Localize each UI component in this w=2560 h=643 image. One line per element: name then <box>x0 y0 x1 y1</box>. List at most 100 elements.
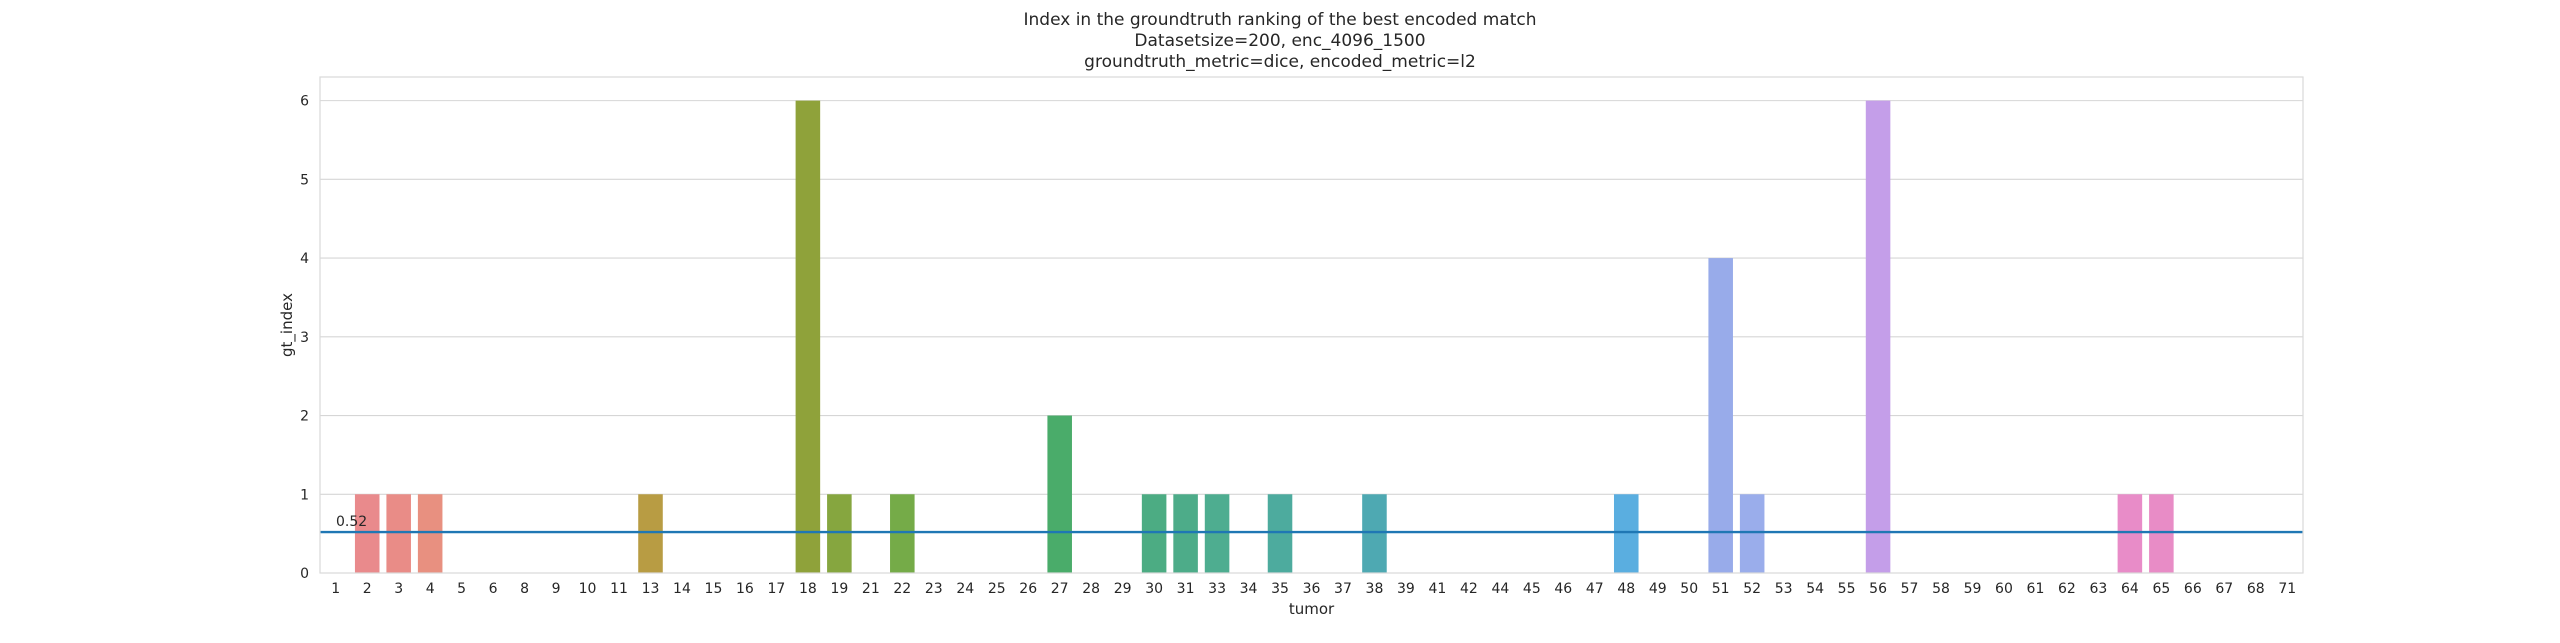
x-tick-label: 53 <box>1775 581 1793 597</box>
x-tick-label: 17 <box>767 581 785 597</box>
bar-tumor-35 <box>1267 494 1293 573</box>
x-tick-label: 16 <box>736 581 754 597</box>
chart-title-line-1: Index in the groundtruth ranking of the … <box>1023 10 1537 30</box>
bar-tumor-30 <box>1141 494 1167 573</box>
x-tick-label: 54 <box>1806 581 1824 597</box>
bar-tumor-13 <box>638 494 663 573</box>
x-tick-label: 48 <box>1617 581 1635 597</box>
y-axis-label: gt_index <box>278 293 297 357</box>
bar-tumor-2 <box>354 494 380 573</box>
y-tick-label: 4 <box>300 251 309 267</box>
bar-tumor-19 <box>827 494 852 573</box>
x-tick-label: 9 <box>552 581 561 597</box>
x-tick-label: 11 <box>610 581 628 597</box>
bar-tumor-33 <box>1204 494 1230 573</box>
bar-tumor-31 <box>1173 494 1198 573</box>
y-tick-label: 3 <box>300 330 309 346</box>
bars <box>354 100 2174 573</box>
x-tick-label: 19 <box>830 581 848 597</box>
plot-frame <box>319 76 2304 574</box>
x-tick-label: 46 <box>1554 581 1572 597</box>
chart-title: Index in the groundtruth ranking of the … <box>0 10 2560 73</box>
bar-tumor-51 <box>1708 258 1733 573</box>
x-tick-label: 51 <box>1712 581 1730 597</box>
bar-tumor-18 <box>795 100 821 573</box>
bar-tumor-48 <box>1613 494 1639 573</box>
x-tick-label: 26 <box>1019 581 1037 597</box>
reference-line-label: 0.52 <box>336 514 367 530</box>
x-tick-label: 27 <box>1051 581 1069 597</box>
x-tick-label: 50 <box>1680 581 1698 597</box>
x-tick-label: 55 <box>1838 581 1856 597</box>
bar-tumor-3 <box>386 494 411 573</box>
y-tick-label: 6 <box>300 94 309 110</box>
x-tick-label: 30 <box>1145 581 1163 597</box>
x-tick-label: 71 <box>2278 581 2296 597</box>
reference-line-group: 0.52 <box>320 514 2303 534</box>
x-tick-label: 58 <box>1932 581 1950 597</box>
x-tick-label: 56 <box>1869 581 1887 597</box>
x-tick-label: 28 <box>1082 581 1100 597</box>
bar-tumor-65 <box>2149 494 2174 573</box>
y-tick-label: 1 <box>300 487 309 503</box>
bar-tumor-64 <box>2117 494 2143 573</box>
x-tick-label: 21 <box>862 581 880 597</box>
chart-title-line-2: Datasetsize=200, enc_4096_1500 <box>1134 31 1426 51</box>
bar-tumor-4 <box>417 494 443 573</box>
x-tick-label: 62 <box>2058 581 2076 597</box>
x-tick-label: 3 <box>394 581 403 597</box>
x-tick-label: 13 <box>642 581 660 597</box>
x-tick-label: 41 <box>1428 581 1446 597</box>
bar-tumor-22 <box>890 494 915 573</box>
x-tick-label: 61 <box>2027 581 2045 597</box>
x-tick-label: 2 <box>363 581 372 597</box>
x-tick-label: 1 <box>331 581 340 597</box>
x-tick-label: 18 <box>799 581 817 597</box>
chart-title-line-3: groundtruth_metric=dice, encoded_metric=… <box>1084 52 1476 72</box>
x-tick-label: 15 <box>705 581 723 597</box>
x-tick-label: 44 <box>1491 581 1509 597</box>
x-tick-label: 14 <box>673 581 691 597</box>
grid-lines <box>320 100 2303 574</box>
bar-tumor-52 <box>1739 494 1765 573</box>
y-tick-label: 2 <box>300 409 309 425</box>
bar-tumor-38 <box>1362 494 1387 573</box>
x-tick-label: 33 <box>1208 581 1226 597</box>
x-tick-label: 39 <box>1397 581 1415 597</box>
x-tick-label: 22 <box>893 581 911 597</box>
x-tick-label: 63 <box>2089 581 2107 597</box>
x-tick-label: 8 <box>520 581 529 597</box>
x-tick-label: 35 <box>1271 581 1289 597</box>
x-tick-label: 66 <box>2184 581 2202 597</box>
x-tick-label: 4 <box>426 581 435 597</box>
x-tick-label: 24 <box>956 581 974 597</box>
x-tick-label: 10 <box>579 581 597 597</box>
x-tick-label: 49 <box>1649 581 1667 597</box>
x-tick-label: 38 <box>1366 581 1384 597</box>
x-tick-label: 47 <box>1586 581 1604 597</box>
x-tick-label: 5 <box>457 581 466 597</box>
x-tick-label: 36 <box>1303 581 1321 597</box>
x-tick-label: 6 <box>489 581 498 597</box>
x-tick-label: 59 <box>1964 581 1982 597</box>
x-tick-label: 67 <box>2215 581 2233 597</box>
x-tick-label: 37 <box>1334 581 1352 597</box>
bar-tumor-27 <box>1047 415 1072 573</box>
y-tick-label: 0 <box>300 566 309 582</box>
x-tick-label: 42 <box>1460 581 1478 597</box>
x-tick-label: 57 <box>1901 581 1919 597</box>
x-tick-label: 64 <box>2121 581 2139 597</box>
x-tick-label: 52 <box>1743 581 1761 597</box>
x-tick-label: 23 <box>925 581 943 597</box>
x-tick-label: 29 <box>1114 581 1132 597</box>
y-tick-labels: 0 1 2 3 4 5 6 <box>300 94 309 582</box>
x-tick-label: 68 <box>2247 581 2265 597</box>
x-tick-label: 34 <box>1240 581 1258 597</box>
x-tick-label: 25 <box>988 581 1006 597</box>
x-tick-labels: 1 2 3 4 5 6 8 9 10 11 13 14 15 16 17 18 19 21 22 23 24 25 26 27… <box>331 581 2296 597</box>
bar-tumor-56 <box>1865 100 1891 573</box>
x-tick-label: 65 <box>2152 581 2170 597</box>
x-tick-label: 45 <box>1523 581 1541 597</box>
x-tick-label: 60 <box>1995 581 2013 597</box>
x-tick-label: 31 <box>1177 581 1195 597</box>
